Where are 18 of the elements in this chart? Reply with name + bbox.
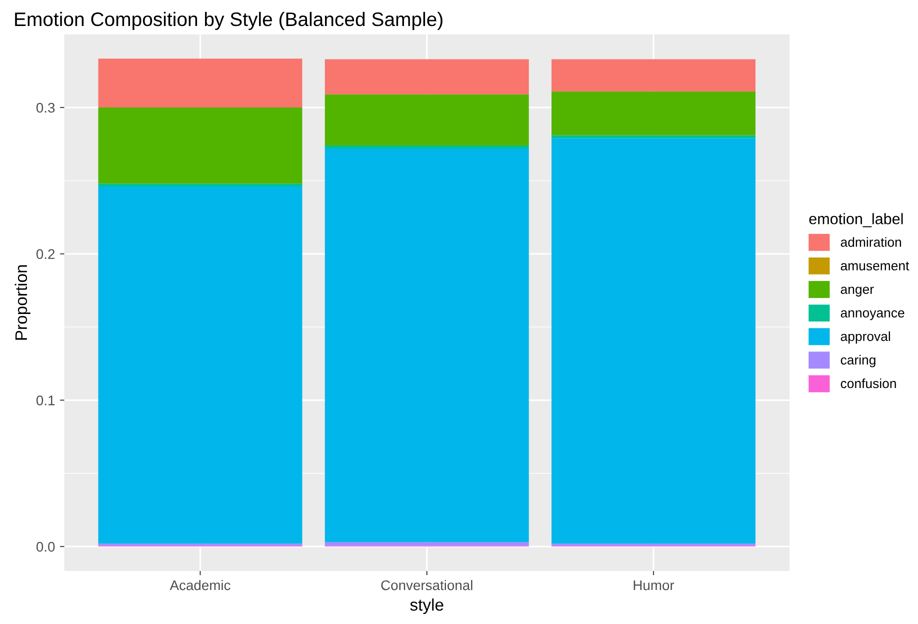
y-tick-label: 0.3 (36, 102, 55, 113)
legend-title: emotion_label (809, 213, 903, 228)
legend-label: admiration (840, 237, 902, 247)
legend-label: approval (840, 331, 890, 344)
y-tick-label: 0.2 (36, 249, 55, 260)
chart-title: Emotion Composition by Style (Balanced Sample) (15, 12, 442, 30)
x-tick-label: Academic (170, 580, 230, 590)
y-tick-label: 0.1 (36, 396, 55, 406)
legend-label: amusement (840, 262, 910, 270)
y-axis-title: Proportion (14, 265, 30, 340)
legend-label: caring (840, 354, 876, 368)
x-tick-label: Humor (634, 580, 674, 590)
x-axis-title: style (410, 598, 444, 614)
legend-label: annoyance (840, 310, 904, 320)
y-tick-label: 0.0 (36, 542, 55, 552)
legend-label: anger (840, 286, 874, 297)
legend-label: confusion (840, 378, 896, 388)
x-tick-label: Conversational (381, 580, 472, 590)
